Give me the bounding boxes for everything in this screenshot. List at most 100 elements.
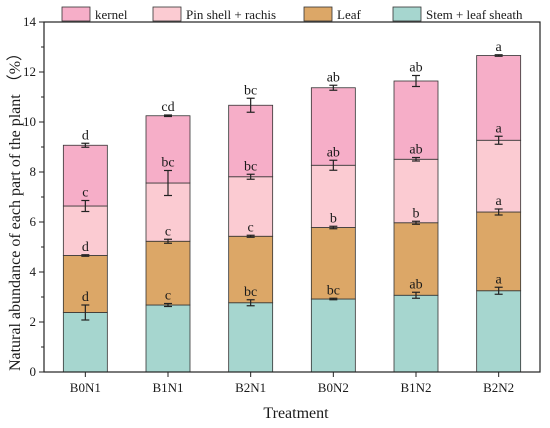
bar-segment <box>228 176 274 237</box>
error-bar <box>494 135 503 145</box>
plot-background <box>44 22 540 372</box>
bar-segment <box>310 298 356 373</box>
error-bar <box>412 291 420 299</box>
legend-label: kernel <box>95 7 128 22</box>
significance-letter: b <box>330 211 337 226</box>
x-tick-label: B0N1 <box>70 380 101 395</box>
bar-segment <box>228 302 274 373</box>
error-bar <box>329 84 338 91</box>
bar-segment <box>393 294 439 373</box>
error-bar <box>494 286 503 295</box>
legend-item: Stem + leaf sheath <box>392 6 523 22</box>
error-bar <box>246 97 255 113</box>
bar-segment <box>476 290 522 373</box>
error-bar <box>246 299 255 307</box>
legend: kernel Pin shell + rachis Leaf Stem + leaf … <box>61 6 523 22</box>
legend-swatch <box>152 6 182 22</box>
y-tick-label: 8 <box>30 164 37 179</box>
x-axis-title: Treatment <box>263 405 329 422</box>
legend-label: Stem + leaf sheath <box>426 7 523 22</box>
y-tick-label: 2 <box>30 314 37 329</box>
y-tick-label: 4 <box>30 264 37 279</box>
y-tick-label: 6 <box>30 214 37 229</box>
significance-letter: a <box>496 194 503 209</box>
axes-layer: 0 2 4 6 8 10 12 14 B0N1 B1N1 B2N1 B0N2 B1N2 B2N2 <box>23 14 541 395</box>
x-tick-label: B2N1 <box>235 380 266 395</box>
significance-letter: bc <box>244 159 257 174</box>
x-tick-label: B1N2 <box>400 380 431 395</box>
y-tick-label: 12 <box>23 64 36 79</box>
error-bar <box>412 156 420 162</box>
significance-letter: ab <box>327 145 340 160</box>
legend-item: Pin shell + rachis <box>152 6 276 22</box>
significance-letter: d <box>82 290 89 305</box>
error-bar <box>246 234 255 238</box>
bar-segment <box>310 87 356 166</box>
bar-segment <box>145 304 191 373</box>
significance-letter: ab <box>409 143 422 158</box>
significance-letter: bc <box>244 83 257 98</box>
error-bars-layer <box>81 54 503 321</box>
significance-letter: a <box>496 272 503 287</box>
bar-segment <box>145 240 191 306</box>
error-bar <box>494 208 503 216</box>
bar-segment <box>393 80 439 160</box>
bar-segment <box>476 55 522 141</box>
bar-segment <box>228 104 274 178</box>
y-tick-label: 14 <box>23 14 37 29</box>
error-bar <box>164 238 172 244</box>
error-bar <box>164 169 172 197</box>
bar-segment <box>393 222 439 296</box>
error-bar <box>412 220 420 225</box>
bar-segment <box>62 255 108 313</box>
error-bar <box>329 297 338 301</box>
significance-letter: d <box>82 240 89 255</box>
significance-letter: b <box>413 206 420 221</box>
significance-letter: c <box>165 224 171 239</box>
legend-swatch <box>392 6 422 22</box>
legend-item: Leaf <box>303 6 361 22</box>
significance-letter: ab <box>409 277 422 292</box>
significance-letter: c <box>165 289 171 304</box>
error-bar <box>494 54 503 57</box>
significance-letter: a <box>496 121 503 136</box>
plot-area <box>44 22 540 372</box>
x-tick-label: B1N1 <box>152 380 183 395</box>
y-tick-label: 10 <box>23 114 36 129</box>
significance-letter: bc <box>327 283 340 298</box>
legend-item: kernel <box>61 6 128 22</box>
significance-letter: bc <box>244 285 257 300</box>
legend-label: Leaf <box>337 7 361 22</box>
legend-swatch <box>61 6 91 22</box>
bar-segment <box>228 235 274 304</box>
error-bar <box>164 114 172 118</box>
error-bar <box>164 302 172 308</box>
error-bar <box>81 304 90 321</box>
error-bar <box>246 173 255 180</box>
x-tick-label: B0N2 <box>318 380 349 395</box>
x-tick-label: B2N2 <box>483 380 514 395</box>
bar-segment <box>62 312 108 373</box>
error-bar <box>81 254 90 257</box>
y-tick-label: 0 <box>30 364 37 379</box>
y-axis-title: Natural abundance of each part of the pl… <box>6 45 24 371</box>
significance-letter: a <box>496 40 503 55</box>
significance-letter: ab <box>327 70 340 85</box>
error-bar <box>329 225 338 230</box>
bars-layer <box>62 55 522 373</box>
significance-letter: bc <box>161 156 174 171</box>
error-bar <box>81 142 90 148</box>
bar-segment <box>393 158 439 224</box>
bar-segment <box>476 139 522 213</box>
legend-swatch <box>303 6 333 22</box>
significance-letter: c <box>248 220 254 235</box>
significance-letter: cd <box>161 100 174 115</box>
error-bar <box>329 159 338 171</box>
bar-segment <box>62 144 108 207</box>
significance-letter: c <box>82 186 88 201</box>
error-bar <box>81 199 90 213</box>
significance-letter: ab <box>409 61 422 76</box>
significance-letter: d <box>82 128 89 143</box>
